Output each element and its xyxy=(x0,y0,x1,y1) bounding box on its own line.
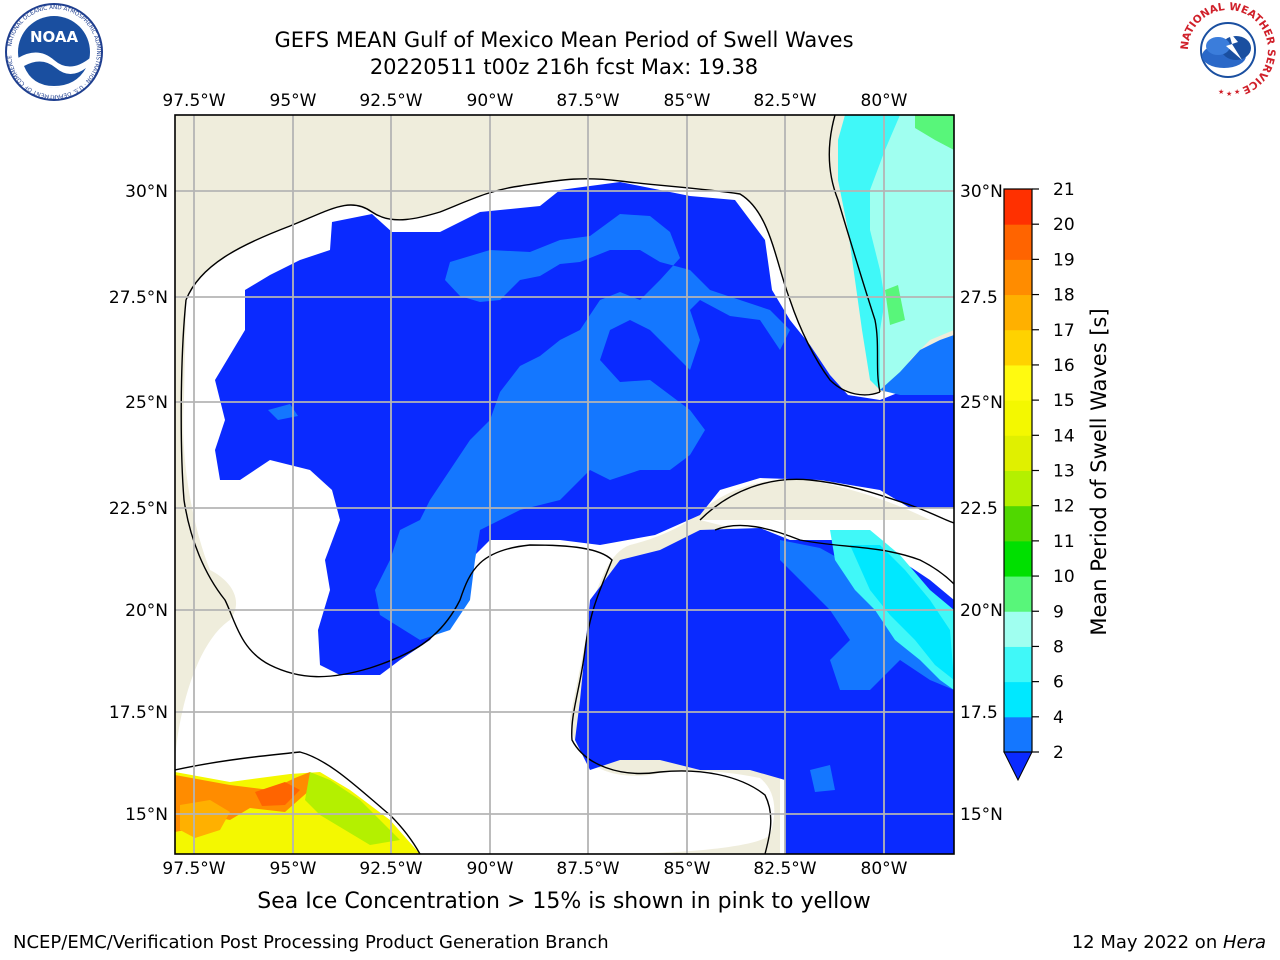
colorbar-bin xyxy=(1004,294,1032,331)
footer-left: NCEP/EMC/Verification Post Processing Pr… xyxy=(13,932,609,953)
colorbar-bin xyxy=(1004,540,1032,577)
colorbar-tick-label: 6 xyxy=(1053,673,1064,693)
colorbar-bin xyxy=(1004,576,1032,612)
lat-label-left: 20°N xyxy=(125,601,168,621)
colorbar-bin xyxy=(1004,646,1032,683)
lat-label-left: 15°N xyxy=(125,805,168,825)
colorbar-tick-label: 14 xyxy=(1053,426,1075,446)
lon-label-top: 90°W xyxy=(467,91,514,111)
footer-date: 12 May 2022 on xyxy=(1071,932,1223,953)
lon-label-bottom: 82.5°W xyxy=(753,859,816,879)
colorbar-tick-label: 21 xyxy=(1053,180,1075,200)
map-title: GEFS MEAN Gulf of Mexico Mean Period of … xyxy=(274,28,854,52)
colorbar-bin xyxy=(1004,224,1032,260)
lon-label-bottom: 97.5°W xyxy=(162,859,225,879)
lon-label-top: 85°W xyxy=(664,91,711,111)
colorbar-tick-label: 9 xyxy=(1053,602,1064,622)
colorbar-bin xyxy=(1004,364,1032,401)
lat-label-right: 20°N xyxy=(960,601,1003,621)
colorbar-tick-label: 4 xyxy=(1053,708,1064,728)
swell-atlantic-cyan xyxy=(838,115,900,390)
lon-label-bottom: 87.5°W xyxy=(556,859,619,879)
svg-text:★: ★ xyxy=(1234,88,1240,96)
map-panel: 97.5°W 95°W 92.5°W 90°W 87.5°W 85°W 82.5… xyxy=(109,91,1111,879)
coastline-cuba-south xyxy=(714,524,954,585)
swell-pacific-amber xyxy=(180,800,230,838)
svg-text:★: ★ xyxy=(1218,88,1224,96)
colorbar-tick-label: 2 xyxy=(1053,743,1064,763)
colorbar-tick-label: 18 xyxy=(1053,286,1075,306)
colorbar-tick-label: 16 xyxy=(1053,356,1075,376)
lat-label-left: 17.5°N xyxy=(109,703,168,723)
colorbar-tick-label: 17 xyxy=(1053,321,1075,341)
lon-label-top: 87.5°W xyxy=(556,91,619,111)
colorbar-tick-label: 19 xyxy=(1053,250,1075,270)
lon-label-top: 82.5°W xyxy=(753,91,816,111)
colorbar-bin xyxy=(1004,400,1032,436)
colorbar-tick-label: 10 xyxy=(1053,567,1075,587)
sea-ice-caption: Sea Ice Concentration > 15% is shown in … xyxy=(257,889,871,914)
lat-label-right: 15°N xyxy=(960,805,1003,825)
lat-label-right: 25°N xyxy=(960,393,1003,413)
colorbar-tick-label: 13 xyxy=(1053,462,1075,482)
lat-label-right: 30°N xyxy=(960,182,1003,202)
colorbar-bin xyxy=(1004,259,1032,296)
graticule xyxy=(175,115,954,854)
colorbar-bin xyxy=(1004,681,1032,718)
footer-host: Hera xyxy=(1222,932,1266,953)
swell-pacific-lime xyxy=(305,772,400,845)
lon-label-bottom: 92.5°W xyxy=(359,859,422,879)
svg-text:★: ★ xyxy=(1226,90,1232,98)
lon-label-bottom: 85°W xyxy=(664,859,711,879)
colorbar-bin xyxy=(1004,435,1032,471)
colorbar-tick-label: 15 xyxy=(1053,391,1075,411)
lat-label-left: 30°N xyxy=(125,182,168,202)
lon-label-bottom: 90°W xyxy=(467,859,514,879)
swell-pacific-red xyxy=(255,782,300,806)
colorbar-tick-label: 12 xyxy=(1053,497,1075,517)
colorbar-bin xyxy=(1004,470,1032,507)
lat-label-right: 22.5 xyxy=(960,499,998,519)
colorbar-bin xyxy=(1004,716,1032,753)
lon-label-top: 97.5°W xyxy=(162,91,225,111)
lon-label-top: 80°W xyxy=(861,91,908,111)
lon-label-top: 95°W xyxy=(270,91,317,111)
colorbar-bin xyxy=(1004,189,1032,225)
swell-atlantic-green xyxy=(915,115,954,150)
colorbar-bin xyxy=(1004,611,1032,647)
lat-label-left: 25°N xyxy=(125,393,168,413)
noaa-logo: NOAA NATIONAL OCEANIC AND ATMOSPHERIC AD… xyxy=(4,2,104,102)
footer-right: 12 May 2022 on Hera xyxy=(1072,932,1266,953)
swell-atlantic-blue xyxy=(880,335,954,395)
coastline-central-america xyxy=(175,751,421,854)
lon-label-bottom: 95°W xyxy=(270,859,317,879)
coastline-gulf xyxy=(185,178,881,396)
noaa-logo-text: NOAA xyxy=(30,28,79,46)
map-subtitle: 20220511 t00z 216h fcst Max: 19.38 xyxy=(369,55,759,79)
lat-label-left: 22.5°N xyxy=(109,499,168,519)
lat-label-right: 27.5 xyxy=(960,288,998,308)
lat-label-right: 17.5 xyxy=(960,703,998,723)
colorbar: 2 4 6 8 9 10 11 12 13 14 15 16 17 18 19 20 21 xyxy=(1003,180,1075,782)
colorbar-tick-label: 20 xyxy=(1053,215,1075,235)
coastline-florida-east xyxy=(828,115,881,393)
colorbar-bin xyxy=(1004,329,1032,366)
colorbar-tick-label: 11 xyxy=(1053,532,1075,552)
colorbar-extend-arrow xyxy=(1003,751,1033,782)
lon-label-top: 92.5°W xyxy=(359,91,422,111)
lon-label-bottom: 80°W xyxy=(861,859,908,879)
coastline-mexico xyxy=(180,299,772,854)
lat-label-left: 27.5°N xyxy=(109,288,168,308)
coastline-cuba xyxy=(699,478,954,524)
colorbar-label: Mean Period of Swell Waves [s] xyxy=(1087,308,1111,635)
nws-logo: NATIONAL WEATHER SERVICE ★ ★ ★ xyxy=(1178,0,1278,100)
swell-6-8s-caribbean xyxy=(850,545,954,680)
swell-atlantic-green-2 xyxy=(885,285,905,325)
map-frame xyxy=(174,114,955,855)
colorbar-tick-label: 8 xyxy=(1053,637,1064,657)
colorbar-bin xyxy=(1004,505,1032,542)
